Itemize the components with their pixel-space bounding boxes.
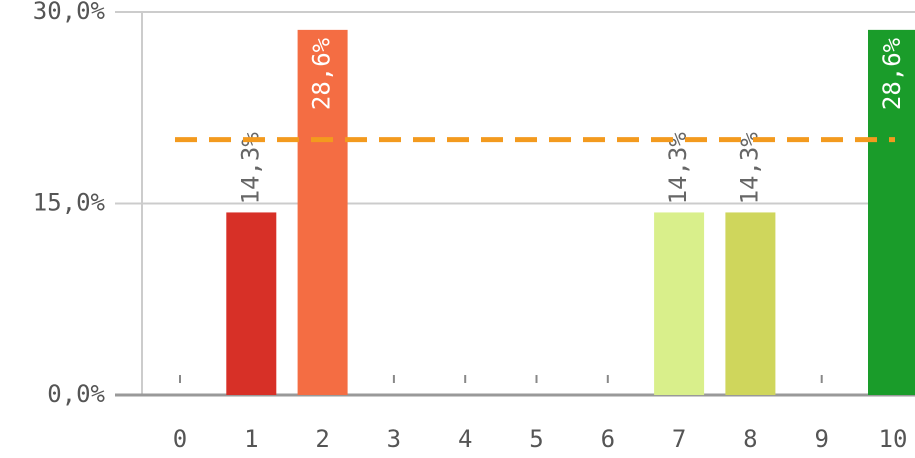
bar bbox=[654, 212, 705, 395]
value-label: 14,3% bbox=[735, 132, 763, 205]
bar bbox=[868, 29, 915, 396]
x-tick-label: 9 bbox=[814, 425, 828, 453]
value-label: 14,3% bbox=[664, 132, 692, 205]
x-tick-label: 0 bbox=[173, 425, 187, 453]
x-tick-label: 5 bbox=[529, 425, 543, 453]
x-tick-label: 7 bbox=[672, 425, 686, 453]
x-tick-label: 6 bbox=[601, 425, 615, 453]
bar bbox=[297, 29, 348, 396]
x-tick-label: 10 bbox=[879, 425, 908, 453]
y-tick-label: 30,0% bbox=[33, 0, 106, 25]
x-tick-label: 2 bbox=[315, 425, 329, 453]
bar bbox=[226, 212, 277, 395]
y-tick-label: 0,0% bbox=[47, 380, 105, 408]
bar bbox=[725, 212, 776, 395]
y-tick-label: 15,0% bbox=[33, 189, 106, 217]
x-tick-label: 3 bbox=[387, 425, 401, 453]
value-label: 28,6% bbox=[308, 37, 336, 110]
x-tick-label: 8 bbox=[743, 425, 757, 453]
x-tick-label: 1 bbox=[244, 425, 258, 453]
value-label: 28,6% bbox=[878, 37, 906, 110]
x-tick-label: 4 bbox=[458, 425, 472, 453]
value-label: 14,3% bbox=[236, 132, 264, 205]
